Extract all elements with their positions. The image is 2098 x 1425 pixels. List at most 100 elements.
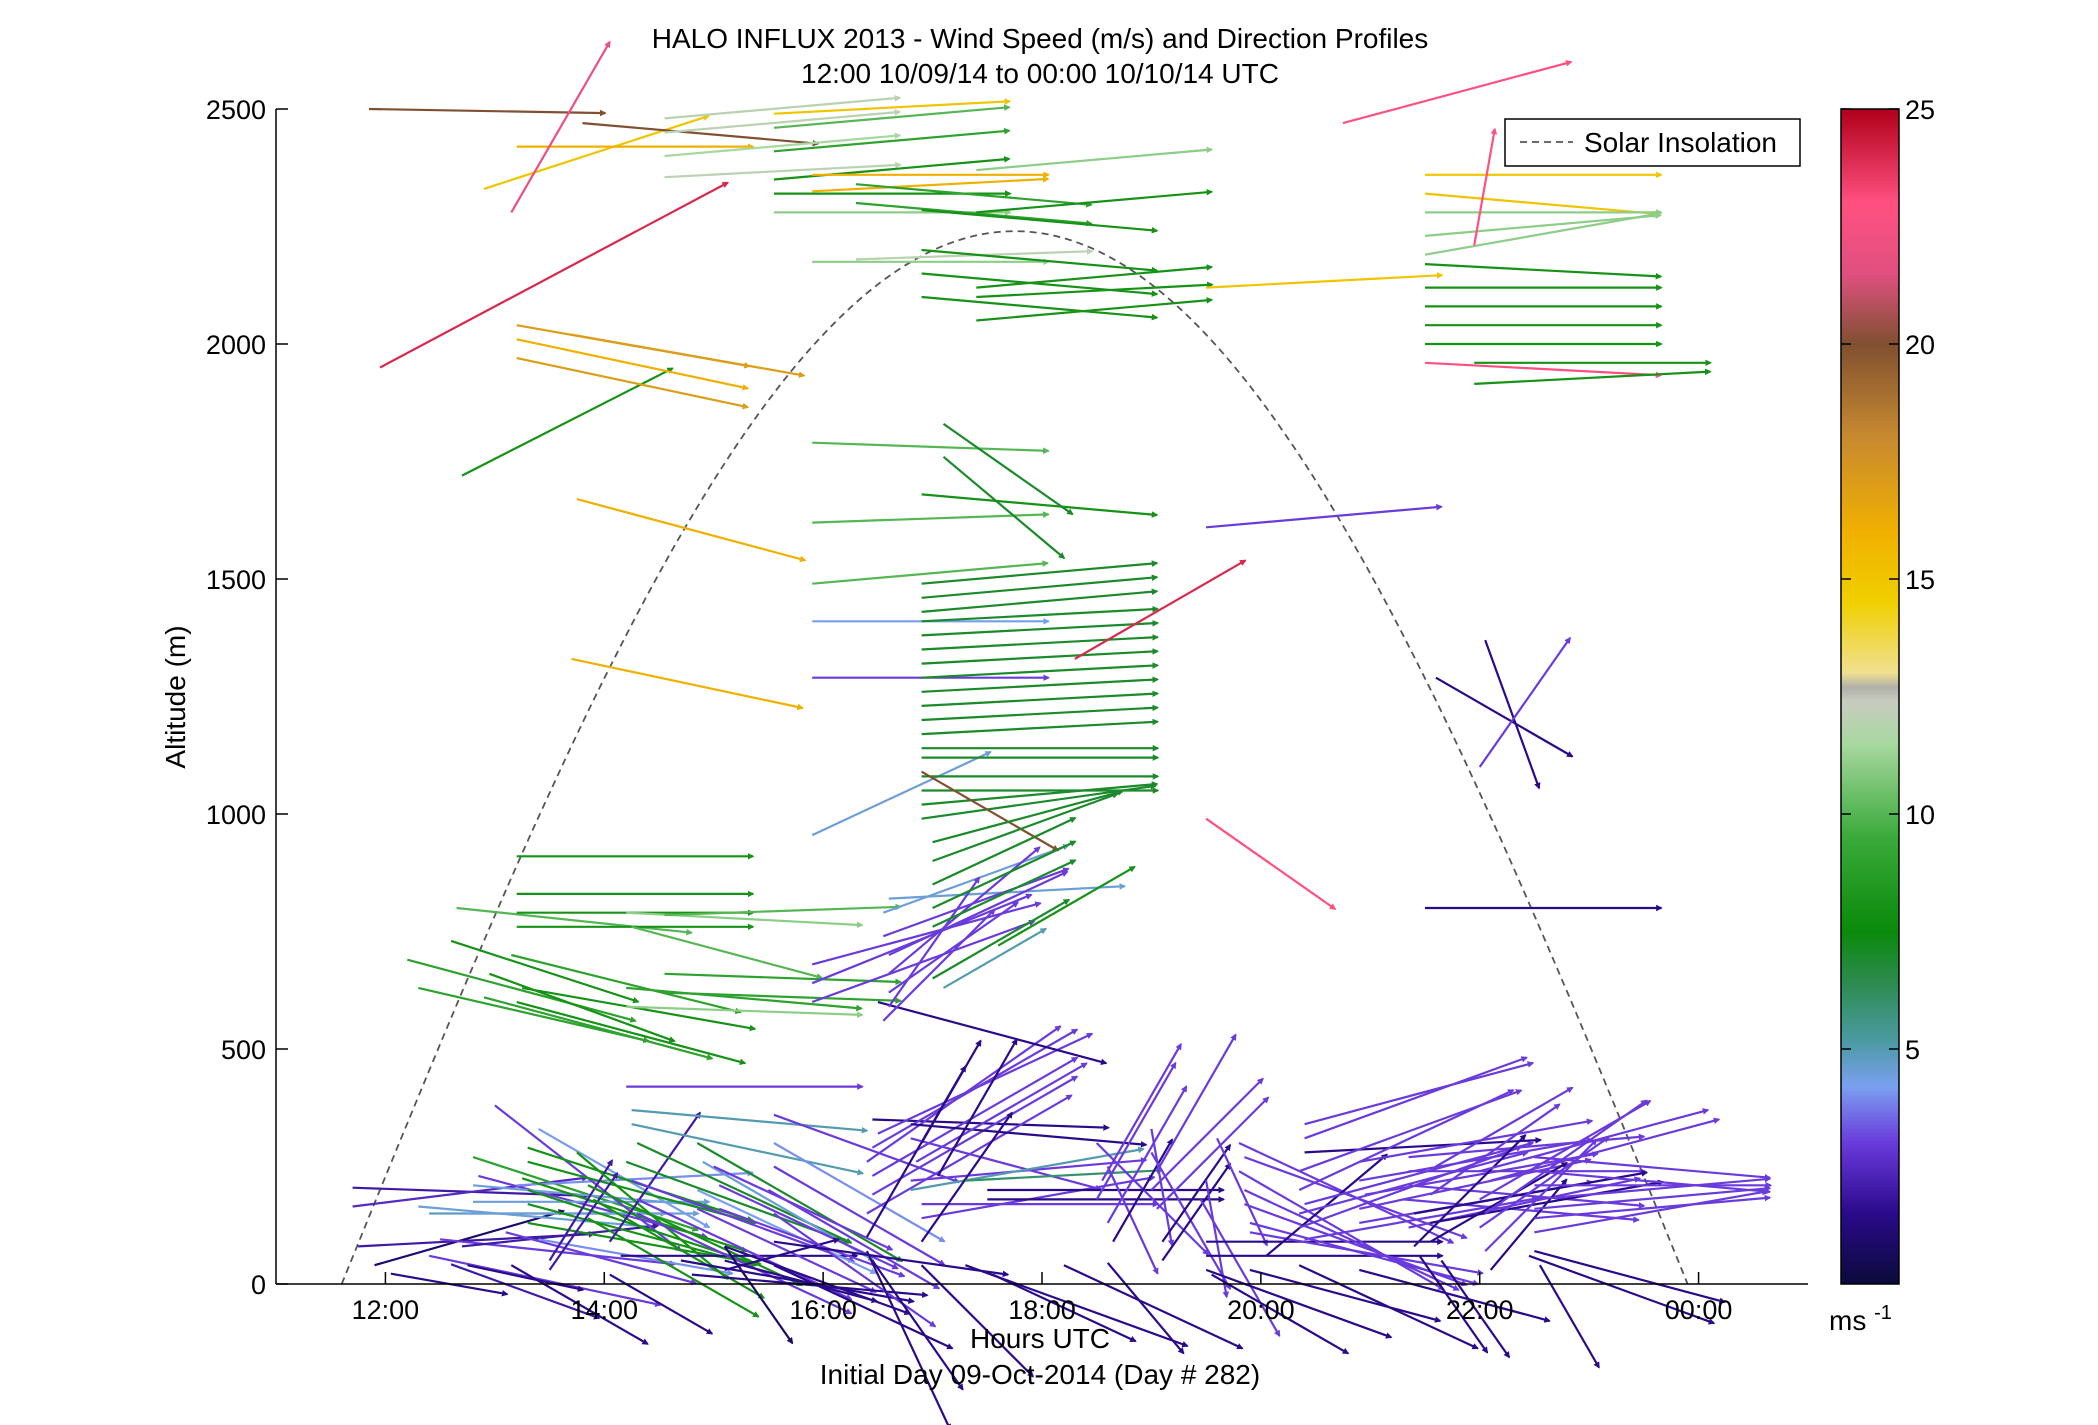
wind-vector [696, 1189, 877, 1275]
wind-vector [921, 588, 1159, 613]
wind-vector [992, 1273, 1137, 1343]
wind-vector [921, 676, 1160, 693]
wind-vector [592, 1198, 766, 1299]
wind-vector [773, 98, 1012, 115]
wind-vector [773, 1240, 1010, 1278]
wind-vector [456, 906, 693, 936]
wind-vector [921, 605, 1160, 623]
wind-vector [921, 295, 1159, 321]
wind-vector [921, 648, 1160, 665]
wind-vector [1484, 1099, 1648, 1215]
wind-vector [1424, 192, 1662, 218]
wind-vector [505, 1231, 698, 1286]
wind-vector [921, 781, 1159, 806]
wind-vector [522, 986, 757, 1032]
y-tick-label: 1500 [206, 565, 266, 595]
wind-vector [1534, 1194, 1772, 1220]
colorbar-tick-label: 20 [1905, 330, 1935, 360]
wind-vector [1206, 272, 1444, 289]
wind-vector [1150, 1077, 1264, 1191]
wind-vector [997, 865, 1136, 947]
wind-vector [932, 789, 1125, 844]
colorbar-tick-label: 5 [1905, 1035, 1920, 1065]
wind-vector [1342, 60, 1573, 125]
wind-vector [920, 1039, 982, 1144]
x-tick-label: 18:00 [1008, 1295, 1076, 1325]
wind-vector [576, 498, 807, 563]
wind-vector [773, 1142, 946, 1243]
wind-vector [626, 1005, 864, 1019]
wind-vector [921, 248, 1159, 274]
wind-vector [1424, 263, 1663, 280]
chart-subtitle: 12:00 10/09/14 to 00:00 10/10/14 UTC [801, 58, 1279, 89]
wind-vector [773, 1165, 946, 1266]
wind-vector [1418, 1255, 1489, 1354]
wind-vector [976, 146, 1214, 172]
wind-vector [571, 657, 804, 711]
wind-vector [1249, 1231, 1484, 1276]
wind-vector [855, 201, 1093, 227]
wind-vector [664, 972, 903, 986]
wind-vector [1534, 1188, 1769, 1234]
wind-vector [1238, 1170, 1445, 1291]
wind-vector [631, 1109, 869, 1134]
colorbar-ticks: 5 10 15 20 25 [1841, 95, 1935, 1065]
wind-vector [882, 908, 996, 1022]
wind-vector [855, 183, 1093, 208]
wind-vector [920, 1111, 1013, 1243]
wind-vector [664, 109, 902, 134]
wind-vector [811, 919, 1036, 1004]
wind-vector [368, 107, 607, 117]
wind-vector [921, 634, 1160, 651]
wind-vector [511, 953, 742, 1015]
wind-vector [921, 208, 1159, 234]
wind-vector [872, 1118, 1110, 1131]
wind-vector [1249, 1268, 1442, 1323]
wind-vector [866, 1025, 1062, 1163]
wind-vector [1150, 1128, 1175, 1247]
x-axis-ticks: 12:00 14:00 16:00 18:00 20:00 22:00 00:00 [352, 1272, 1732, 1325]
wind-vector [1435, 1086, 1574, 1168]
wind-vector [1424, 211, 1660, 256]
wind-vector [1534, 1156, 1772, 1181]
colorbar-unit-exp: -1 [1874, 1302, 1892, 1324]
y-tick-label: 1000 [206, 800, 266, 830]
wind-vector [374, 1209, 566, 1267]
wind-vector [1161, 1143, 1232, 1243]
wind-vector [877, 1000, 1108, 1066]
chart-title: HALO INFLUX 2013 - Wind Speed (m/s) and … [652, 23, 1429, 54]
wind-vector [812, 511, 1050, 524]
wind-vector [1298, 1150, 1529, 1215]
x-tick-label: 22:00 [1446, 1295, 1514, 1325]
wind-vector [608, 1111, 702, 1243]
wind-vector [921, 619, 1160, 637]
wind-vector [664, 94, 902, 120]
wind-vector [1106, 1085, 1188, 1224]
wind-vector [932, 898, 1071, 980]
colorbar-unit-base: ms [1829, 1305, 1866, 1336]
colorbar-tick-label: 25 [1905, 95, 1935, 125]
y-axis-label: Altitude (m) [160, 625, 191, 768]
colorbar-unit: ms -1 [1829, 1302, 1892, 1336]
wind-vector [587, 1184, 804, 1287]
wind-vector [1095, 1142, 1210, 1256]
wind-vector [1106, 1166, 1159, 1275]
wind-vector [510, 1264, 649, 1345]
wind-vector [1478, 636, 1572, 768]
wind-vector [516, 338, 750, 391]
wind-vector [812, 560, 1050, 585]
wind-vector [921, 704, 1160, 722]
wind-vector-layer [352, 40, 1773, 1425]
wind-vector [587, 1217, 760, 1318]
wind-vector [1205, 1180, 1230, 1299]
wind-vector [1424, 212, 1662, 237]
legend-box [1504, 118, 1801, 167]
wind-vector [1424, 361, 1663, 379]
wind-vector [636, 1212, 853, 1315]
wind-vector [1199, 1198, 1281, 1338]
wind-vector [888, 870, 1069, 956]
wind-vector [696, 1142, 904, 1263]
wind-vector [976, 264, 1214, 289]
wind-vector [1403, 1198, 1640, 1223]
wind-vector [1106, 1262, 1185, 1355]
